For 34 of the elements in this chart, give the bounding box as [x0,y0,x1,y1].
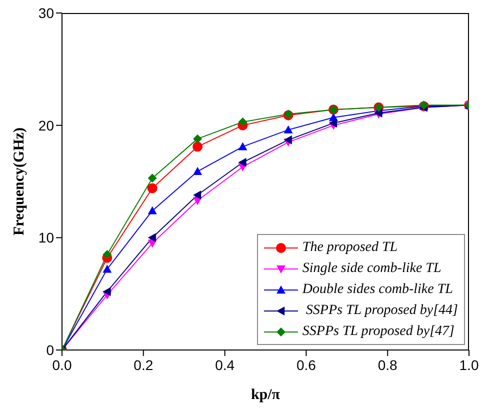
legend-label: Double sides comb-like TL [302,282,453,298]
point [102,250,112,260]
point [102,287,111,296]
x-tick-label: 0.0 [52,356,72,373]
legend-label: SSPPs TL proposed by[47] [302,324,454,340]
point [238,117,248,126]
y-tick-label: 0 [46,342,54,358]
y-axis-title: Frequency(GHz) [11,127,28,236]
point [193,134,202,144]
point [284,135,292,144]
point [238,142,248,150]
point [238,158,246,167]
point [148,233,156,242]
x-tick-label: 0.6 [296,356,316,373]
point [192,142,203,152]
point [102,264,112,273]
point [328,118,338,128]
point [148,174,157,183]
point [148,206,157,214]
legend-label: The proposed TL [302,240,398,256]
y-tick-label: 30 [38,4,54,21]
legend-label: SSPPs TL proposed by[44] [304,302,458,318]
x-tick-label: 1.0 [459,356,479,373]
x-axis-title: kp/π [250,387,281,403]
point [193,166,202,175]
x-tick-label: 0.4 [215,356,235,373]
x-tick-label: 0.2 [134,356,154,373]
point [147,183,158,194]
legend-label: Single side comb-like TL [302,260,442,276]
point [284,125,293,134]
y-tick-label: 20 [38,117,54,134]
y-tick-label: 10 [38,230,54,246]
x-tick-label: 0.8 [378,356,398,373]
point [193,190,202,200]
